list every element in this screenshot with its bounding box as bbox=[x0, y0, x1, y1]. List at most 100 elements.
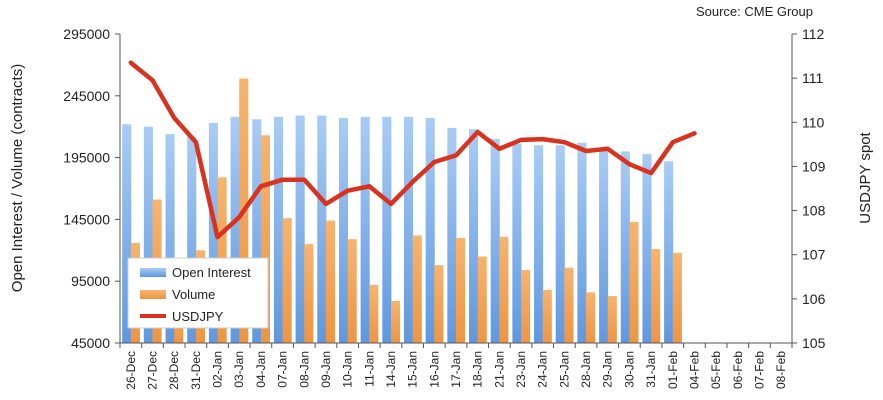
category-label: 15-Jan bbox=[406, 351, 420, 388]
left-tick-label: 95000 bbox=[71, 273, 110, 289]
category-label: 01-Feb bbox=[666, 351, 680, 389]
category-label: 09-Jan bbox=[319, 351, 333, 388]
usdjpy-point bbox=[649, 171, 653, 175]
open-interest-bar bbox=[208, 122, 218, 343]
usdjpy-point bbox=[367, 184, 371, 188]
usdjpy-point bbox=[194, 140, 198, 144]
category-label: 17-Jan bbox=[449, 351, 463, 388]
open-interest-bar bbox=[577, 142, 587, 343]
volume-bar bbox=[477, 256, 487, 343]
right-tick-label: 109 bbox=[802, 158, 826, 174]
usdjpy-point bbox=[432, 160, 436, 164]
category-label: 31-Dec bbox=[189, 351, 203, 390]
left-tick-label: 45000 bbox=[71, 335, 110, 351]
category-label: 07-Feb bbox=[752, 351, 766, 389]
volume-bar bbox=[347, 239, 357, 343]
usdjpy-point bbox=[476, 130, 480, 134]
category-label: 14-Jan bbox=[384, 351, 398, 388]
usdjpy-point bbox=[237, 215, 241, 219]
category-label: 02-Jan bbox=[211, 351, 225, 388]
volume-bar bbox=[542, 289, 552, 343]
category-label: 10-Jan bbox=[341, 351, 355, 388]
volume-bar bbox=[672, 252, 682, 343]
usdjpy-point bbox=[281, 178, 285, 182]
usdjpy-point bbox=[497, 147, 501, 151]
open-interest-bar bbox=[403, 116, 414, 343]
category-label: 29-Jan bbox=[601, 351, 615, 388]
category-label: 11-Jan bbox=[362, 351, 376, 387]
usdjpy-point bbox=[606, 147, 610, 151]
volume-bar bbox=[412, 235, 422, 343]
category-label: 03-Jan bbox=[232, 351, 246, 388]
open-interest-bar bbox=[599, 148, 609, 343]
axes bbox=[119, 34, 793, 348]
category-label: 24-Jan bbox=[536, 351, 550, 388]
legend-label-usdjpy: USDJPY bbox=[172, 309, 224, 324]
volume-bar bbox=[282, 218, 292, 343]
right-tick-label: 106 bbox=[802, 291, 826, 307]
open-interest-bar bbox=[165, 134, 175, 343]
open-interest-bar bbox=[490, 139, 500, 343]
volume-bar bbox=[456, 237, 466, 343]
category-label: 04-Jan bbox=[254, 351, 268, 388]
open-interest-bar bbox=[122, 124, 132, 343]
volume-bar bbox=[260, 135, 271, 343]
category-label: 06-Feb bbox=[731, 351, 745, 389]
usdjpy-point bbox=[389, 202, 393, 206]
usdjpy-point bbox=[259, 184, 263, 188]
usdjpy-point bbox=[411, 180, 415, 184]
right-tick-label: 111 bbox=[802, 70, 823, 86]
usdjpy-point bbox=[519, 138, 523, 142]
category-label: 25-Jan bbox=[557, 351, 571, 388]
left-tick-label: 195000 bbox=[63, 150, 110, 166]
category-label: 07-Jan bbox=[276, 351, 290, 388]
usdjpy-point bbox=[562, 140, 566, 144]
open-interest-bar bbox=[187, 136, 197, 343]
open-interest-bars bbox=[122, 115, 674, 344]
volume-bar bbox=[390, 300, 401, 343]
category-label: 26-Dec bbox=[124, 351, 138, 390]
volume-bar bbox=[521, 270, 531, 343]
left-axis-title: Open Interest / Volume (contracts) bbox=[9, 64, 26, 292]
left-tick-label: 145000 bbox=[63, 211, 110, 227]
open-interest-bar bbox=[469, 129, 479, 343]
open-interest-bar bbox=[360, 116, 370, 343]
right-tick-label: 108 bbox=[802, 203, 826, 219]
open-interest-bar bbox=[620, 151, 630, 343]
right-tick-label: 112 bbox=[802, 26, 825, 42]
open-interest-bar bbox=[642, 153, 652, 343]
right-axis-title: USDJPY spot bbox=[857, 131, 874, 223]
open-interest-bar bbox=[534, 145, 544, 343]
volume-bar bbox=[434, 265, 444, 343]
legend-label-open-interest: Open Interest bbox=[172, 265, 251, 280]
left-axis-ticks: 295000 245000 195000 145000 95000 45000 bbox=[63, 26, 120, 351]
category-label: 30-Jan bbox=[622, 351, 636, 388]
volume-bar bbox=[499, 236, 509, 343]
category-label: 21-Jan bbox=[492, 351, 506, 388]
legend: Open Interest Volume USDJPY bbox=[127, 257, 269, 329]
right-tick-label: 105 bbox=[802, 335, 826, 351]
usdjpy-point bbox=[172, 116, 176, 120]
legend-swatch-open-interest bbox=[140, 268, 166, 277]
category-label: 31-Jan bbox=[644, 351, 658, 388]
legend-label-volume: Volume bbox=[172, 287, 215, 302]
category-label: 08-Jan bbox=[297, 351, 311, 388]
usdjpy-point bbox=[627, 162, 631, 166]
usdjpy-point bbox=[584, 149, 588, 153]
usdjpy-point bbox=[324, 202, 328, 206]
category-label: 27-Dec bbox=[146, 351, 160, 390]
open-interest-bar bbox=[295, 115, 305, 344]
volume-bar bbox=[325, 220, 336, 343]
usdjpy-point bbox=[151, 78, 155, 82]
volume-bar bbox=[629, 221, 639, 343]
right-tick-label: 110 bbox=[802, 114, 825, 130]
source-note: Source: CME Group bbox=[695, 4, 813, 19]
left-tick-label: 295000 bbox=[63, 26, 110, 42]
left-tick-label: 245000 bbox=[63, 88, 110, 104]
open-interest-bar bbox=[425, 118, 435, 343]
open-interest-bar bbox=[273, 116, 284, 343]
open-interest-bar bbox=[230, 116, 240, 343]
usdjpy-line-layer bbox=[128, 60, 697, 240]
usdjpy-point bbox=[541, 137, 545, 141]
